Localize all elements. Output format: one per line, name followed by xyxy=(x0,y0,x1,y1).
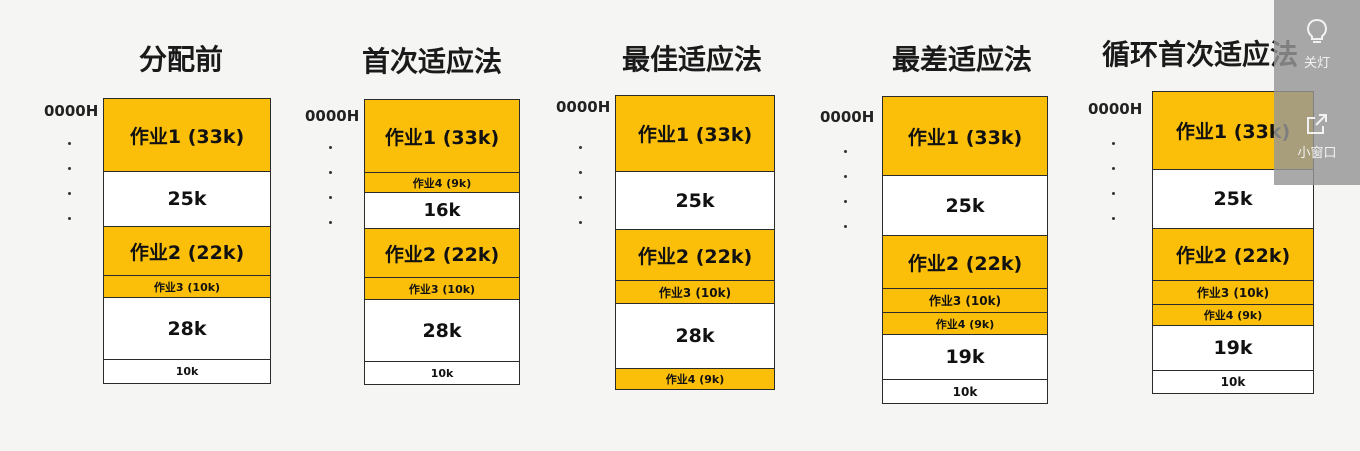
free-block: 16k xyxy=(365,193,519,229)
job-block: 作业3 (10k) xyxy=(1153,281,1313,305)
light-toggle-label: 关灯 xyxy=(1303,55,1330,71)
free-block: 25k xyxy=(883,176,1047,236)
ellipsis-dots xyxy=(842,150,848,228)
popout-icon xyxy=(1307,113,1327,134)
job-block: 作业4 (9k) xyxy=(365,173,519,193)
job-block: 作业1 (33k) xyxy=(883,97,1047,176)
address-label: 0000H xyxy=(44,102,99,120)
job-block: 作业1 (33k) xyxy=(616,96,774,172)
address-label: 0000H xyxy=(305,107,360,125)
free-block: 10k xyxy=(1153,371,1313,393)
free-block: 19k xyxy=(883,335,1047,380)
job-block: 作业3 (10k) xyxy=(365,278,519,300)
free-block: 25k xyxy=(1153,170,1313,229)
memory-column-first-fit: 作业1 (33k) 作业4 (9k) 16k 作业2 (22k) 作业3 (10k) 28… xyxy=(364,99,520,385)
job-block: 作业4 (9k) xyxy=(1153,305,1313,326)
ellipsis-dots xyxy=(577,146,583,224)
lightbulb-icon xyxy=(1306,18,1328,43)
job-block: 作业1 (33k) xyxy=(365,100,519,173)
free-block: 10k xyxy=(883,380,1047,403)
job-block: 作业2 (22k) xyxy=(616,230,774,281)
free-block: 28k xyxy=(616,304,774,369)
address-label: 0000H xyxy=(1088,100,1143,118)
job-block: 作业1 (33k) xyxy=(104,99,270,172)
free-block: 10k xyxy=(365,362,519,384)
diagram-title: 最差适应法 xyxy=(891,43,1033,76)
memory-column-before: 作业1 (33k) 25k 作业2 (22k) 作业3 (10k) 28k 10k xyxy=(103,98,271,384)
job-block: 作业3 (10k) xyxy=(883,289,1047,313)
job-block: 作业3 (10k) xyxy=(616,281,774,304)
free-block: 28k xyxy=(365,300,519,362)
light-toggle-button[interactable]: 关灯 xyxy=(1274,0,1360,88)
free-block: 28k xyxy=(104,298,270,360)
job-block: 作业4 (9k) xyxy=(616,369,774,389)
free-block: 25k xyxy=(616,172,774,230)
ellipsis-dots xyxy=(1110,142,1116,220)
diagram-title: 最佳适应法 xyxy=(621,43,763,76)
mini-window-label: 小窗口 xyxy=(1297,145,1337,161)
job-block: 作业3 (10k) xyxy=(104,276,270,298)
diagram-title: 分配前 xyxy=(138,43,224,76)
job-block: 作业2 (22k) xyxy=(1153,229,1313,281)
free-block: 19k xyxy=(1153,326,1313,371)
memory-column-best-fit: 作业1 (33k) 25k 作业2 (22k) 作业3 (10k) 28k 作业4 (9k… xyxy=(615,95,775,390)
job-block: 作业2 (22k) xyxy=(365,229,519,278)
memory-column-worst-fit: 作业1 (33k) 25k 作业2 (22k) 作业3 (10k) 作业4 (9k) 19… xyxy=(882,96,1048,404)
job-block: 作业2 (22k) xyxy=(883,236,1047,289)
diagram-title: 首次适应法 xyxy=(361,45,503,78)
job-block: 作业2 (22k) xyxy=(104,227,270,276)
free-block: 25k xyxy=(104,172,270,227)
address-label: 0000H xyxy=(556,98,611,116)
mini-window-button[interactable]: 小窗口 xyxy=(1274,92,1360,180)
ellipsis-dots xyxy=(327,146,333,224)
video-side-panel: 关灯 小窗口 xyxy=(1274,0,1360,185)
job-block: 作业4 (9k) xyxy=(883,313,1047,335)
ellipsis-dots xyxy=(66,142,72,220)
address-label: 0000H xyxy=(820,108,875,126)
diagram-title: 循环首次适应法 xyxy=(1101,38,1299,71)
free-block: 10k xyxy=(104,360,270,383)
